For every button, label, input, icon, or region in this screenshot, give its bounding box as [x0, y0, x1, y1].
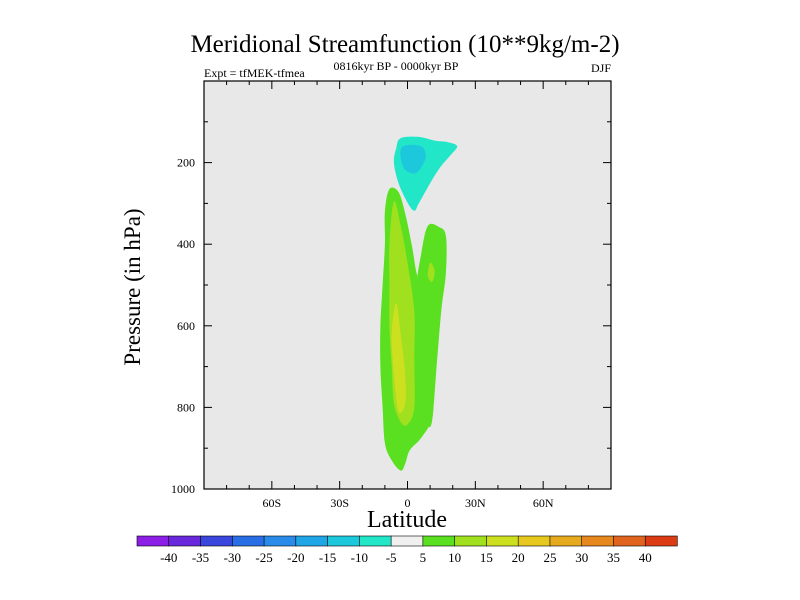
- colorbar-label: -40: [160, 550, 177, 565]
- colorbar-label: 40: [639, 550, 652, 565]
- colorbar-label: 20: [512, 550, 525, 565]
- season-label: DJF: [591, 61, 611, 75]
- axis-ticks: 60S 30S 0 30N 60N 200 400 600 800 1000: [171, 81, 612, 510]
- colorbar-box: [644, 535, 678, 547]
- colorbar-label: -35: [192, 550, 209, 565]
- chart-title: Meridional Streamfunction (10**9kg/m-2): [190, 31, 619, 58]
- colorbar-box: [581, 535, 615, 547]
- colorbar-label: 30: [575, 550, 588, 565]
- colorbar-label: -20: [287, 550, 304, 565]
- colorbar-label: -10: [351, 550, 368, 565]
- y-tick-label: 600: [177, 319, 195, 333]
- x-tick-label: 60S: [262, 496, 281, 510]
- contour-layer: [380, 136, 458, 471]
- y-tick-label: 400: [177, 237, 195, 251]
- colorbar-label: 15: [480, 550, 493, 565]
- y-tick-label: 800: [177, 400, 195, 414]
- colorbar-label: 25: [543, 550, 556, 565]
- colorbar-label: -15: [319, 550, 336, 565]
- colorbar-box: [200, 535, 233, 547]
- colorbar-label: 10: [448, 550, 461, 565]
- colorbar-box: [295, 535, 329, 547]
- colorbar-box: [359, 535, 392, 547]
- colorbar-box: [263, 535, 297, 547]
- colorbar-box: [390, 535, 424, 547]
- x-tick-label: 30N: [465, 496, 486, 510]
- x-tick-label: 60N: [533, 496, 554, 510]
- colorbar-box: [454, 535, 488, 547]
- chart-subtitle: 0816kyr BP - 0000kyr BP: [334, 59, 459, 73]
- colorbar-box: [327, 535, 360, 547]
- colorbar-box: [231, 535, 265, 547]
- contour-upper-cyan-core: [400, 144, 426, 174]
- colorbar-label: 5: [420, 550, 427, 565]
- colorbar-box: [136, 535, 170, 547]
- colorbar-box: [613, 535, 646, 547]
- colorbar: -40 -35 -30 -25 -20 -15 -10 -5 5 10 15 20 25 30 35 40: [136, 535, 678, 565]
- y-tick-label: 1000: [171, 482, 195, 496]
- colorbar-label: 35: [607, 550, 620, 565]
- colorbar-box: [486, 535, 519, 547]
- colorbar-box: [422, 535, 456, 547]
- contour-right-green-column: [416, 223, 447, 428]
- colorbar-label: -25: [255, 550, 272, 565]
- x-tick-label: 30S: [330, 496, 349, 510]
- colorbar-label: -30: [224, 550, 241, 565]
- colorbar-box: [517, 535, 551, 547]
- colorbar-box: [549, 535, 583, 547]
- contour-lower-yellow-core: [391, 303, 406, 414]
- experiment-label: Expt = tfMEK-tfmea: [204, 66, 305, 80]
- contour-right-lime-spot: [427, 262, 435, 282]
- x-axis-label: Latitude: [367, 507, 447, 533]
- colorbar-label: -5: [386, 550, 397, 565]
- x-tick-label: 0: [405, 496, 411, 510]
- y-tick-label: 200: [177, 156, 195, 170]
- colorbar-box: [168, 535, 202, 547]
- y-axis-label: Pressure (in hPa): [120, 208, 145, 365]
